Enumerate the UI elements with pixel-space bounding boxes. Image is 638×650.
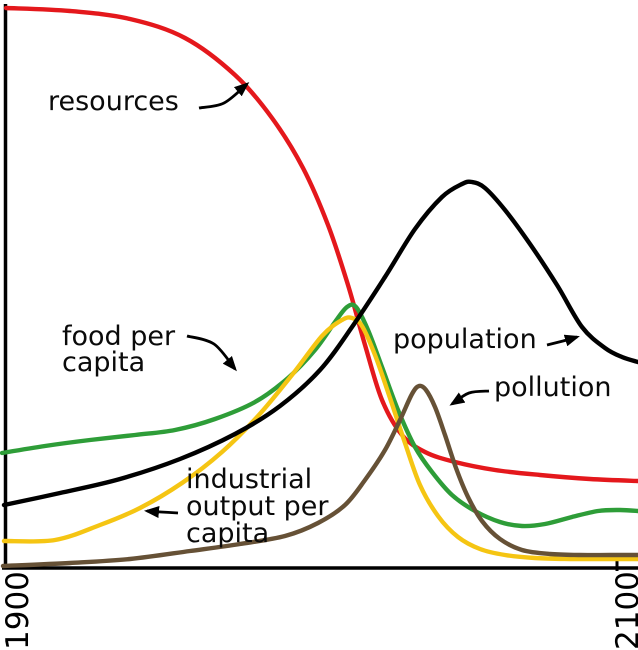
industrial-output-label: industrial output per capita [186,466,329,547]
population-arrow [546,334,580,347]
food-label-line1: food per [62,321,176,352]
curves-group [0,5,638,569]
industrial-arrow [144,506,179,519]
pollution-arrow [449,389,490,406]
industrial-label-line2: output per [186,491,329,522]
resources-curve [3,5,638,484]
food-label-line2: capita [62,347,146,378]
population-curve [1,179,638,508]
x-tick-2100: 2100 [610,571,638,650]
food-arrow [186,334,237,372]
pollution-curve [0,383,638,569]
x-tick-1900: 1900 [0,571,36,650]
population-label: population [393,324,537,355]
industrial-output-per-capita-curve [1,315,638,562]
industrial-label-line1: industrial [186,464,313,495]
food-per-capita-curve [0,302,638,529]
food-per-capita-label: food per capita [62,321,176,378]
resources-label: resources [48,86,179,117]
industrial-label-line3: capita [186,518,270,549]
pollution-label: pollution [494,372,612,403]
arrow-annotations-group [144,82,580,519]
resources-arrow [198,82,250,110]
